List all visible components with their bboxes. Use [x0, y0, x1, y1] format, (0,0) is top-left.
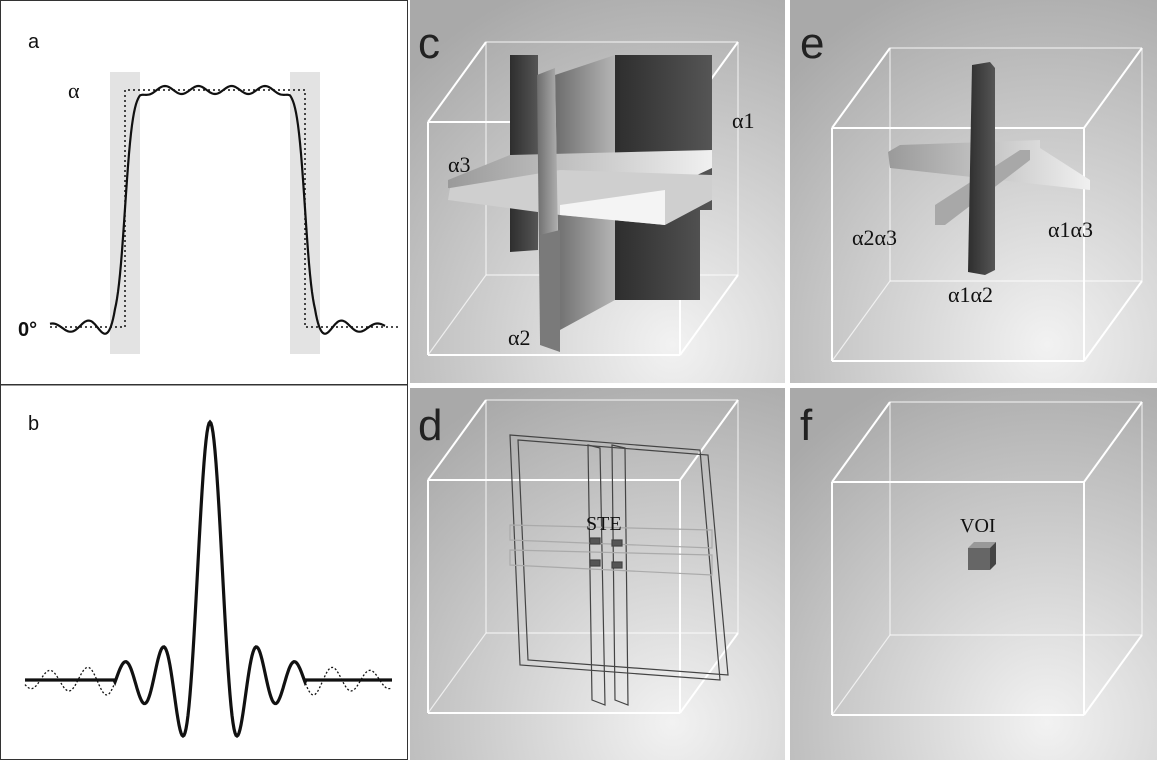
voi-cube — [968, 542, 996, 570]
label-a1a2: α1α2 — [948, 282, 993, 307]
label-zero: 0° — [18, 319, 37, 341]
label-alpha1: α1 — [732, 108, 755, 133]
label-alpha2: α2 — [508, 325, 531, 350]
label-alpha3: α3 — [448, 152, 471, 177]
label-alpha: α — [68, 78, 80, 103]
label-voi: VOI — [960, 515, 996, 537]
label-ste: STE — [586, 513, 622, 535]
panel-label: b — [28, 413, 39, 435]
panel-label: e — [800, 19, 824, 68]
panel-b — [1, 385, 408, 760]
label-a2a3: α2α3 — [852, 225, 897, 250]
panel-label: a — [28, 31, 40, 53]
figure: a α 0° b c α1 α3 α2 d STE e α2α3 α1α3 α1… — [0, 0, 1157, 760]
label-a1a3: α1α3 — [1048, 217, 1093, 242]
panel-f — [790, 388, 1157, 760]
panel-label: c — [418, 19, 440, 68]
panel-label: d — [418, 401, 442, 450]
panel-d — [410, 388, 785, 760]
panel-label: f — [800, 401, 813, 450]
